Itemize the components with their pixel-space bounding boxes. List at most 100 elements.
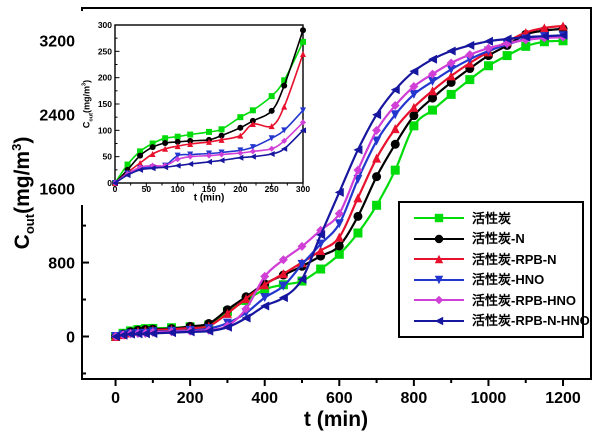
data-point-marker (446, 89, 456, 99)
data-point-marker (278, 269, 288, 279)
data-point-marker (237, 154, 244, 161)
data-point-marker (390, 165, 400, 175)
data-point-marker (334, 187, 344, 197)
data-point-marker (334, 209, 344, 219)
y-title-sub: out (22, 213, 38, 235)
svg-text:150: 150 (98, 99, 112, 109)
data-point-marker (268, 135, 275, 142)
data-point-marker (241, 313, 251, 323)
data-point-marker (218, 151, 225, 158)
data-point-marker (187, 153, 194, 160)
legend-item-label: 活性炭-HNO (472, 272, 545, 288)
y-title-end: ) (10, 136, 34, 144)
data-point-marker (249, 107, 256, 114)
svg-text:200: 200 (98, 73, 112, 83)
svg-text:0: 0 (66, 329, 75, 346)
data-point-marker (390, 110, 400, 120)
legend-item-rpb-n: 活性炭-RPB-N (413, 250, 582, 268)
svg-text:50: 50 (142, 184, 152, 194)
legend-swatch-svg (414, 214, 464, 223)
data-point-marker (237, 124, 244, 131)
data-point-marker (278, 255, 288, 265)
svg-text:50: 50 (103, 152, 113, 162)
data-point-marker (260, 280, 270, 290)
data-point-marker (185, 327, 195, 337)
data-point-marker (137, 159, 144, 166)
svg-text:250: 250 (265, 184, 279, 194)
data-point-marker (428, 54, 438, 64)
data-point-marker (353, 165, 363, 175)
data-point-marker (187, 137, 194, 144)
data-point-marker (390, 124, 400, 134)
data-point-marker (162, 164, 169, 171)
data-point-marker (260, 271, 270, 281)
data-point-marker (465, 75, 475, 85)
data-point-marker (268, 145, 275, 152)
legend-item-n: 活性炭-N (413, 230, 582, 248)
y-title-sup: 3 (8, 143, 24, 151)
data-point-marker (278, 281, 288, 291)
inset-y-title-base: C (81, 121, 92, 129)
data-point-marker (118, 330, 128, 340)
series-markers (112, 119, 306, 186)
data-point-marker (372, 136, 382, 146)
main-x-axis-title: t (min) (303, 408, 369, 431)
data-point-marker (206, 128, 212, 135)
inset-tick-labels: 0 50 100 150 200 250 300 0 50 100 150 200 250 300 (98, 20, 311, 194)
data-point-marker (140, 329, 150, 339)
data-point-marker (124, 161, 131, 168)
data-point-marker (334, 232, 344, 242)
legend-swatch-svg (414, 296, 464, 305)
data-point-marker (353, 211, 363, 221)
legend-swatch-svg (414, 316, 464, 325)
data-point-marker (218, 136, 225, 143)
data-point-marker (465, 54, 475, 64)
data-point-marker (237, 149, 244, 156)
data-point-marker (268, 151, 275, 158)
data-point-marker (483, 43, 493, 53)
svg-text:200: 200 (177, 390, 204, 407)
data-point-marker (334, 241, 344, 251)
data-point-marker (281, 103, 288, 110)
data-point-marker (409, 111, 419, 121)
data-point-marker (409, 89, 419, 99)
legend-item-hno: 活性炭-HNO (413, 271, 582, 289)
svg-text:0: 0 (113, 184, 118, 194)
svg-text:100: 100 (98, 125, 112, 135)
data-point-marker (390, 139, 400, 149)
data-point-marker (372, 172, 382, 182)
data-point-marker (521, 41, 531, 51)
data-point-marker (137, 152, 144, 159)
data-point-marker (162, 139, 169, 146)
inset-y-title-sub: out (88, 112, 95, 122)
legend-swatch-svg (414, 234, 464, 243)
data-point-marker (372, 125, 382, 135)
data-point-marker (206, 138, 212, 145)
data-point-marker (174, 143, 181, 150)
svg-text:300: 300 (296, 184, 310, 194)
data-point-marker (316, 264, 326, 274)
data-point-marker (249, 117, 256, 124)
main-y-axis-title: Cout(mg/m3) (9, 137, 37, 250)
data-point-marker (372, 200, 382, 210)
data-point-marker (558, 30, 568, 40)
data-point-marker (268, 93, 275, 100)
data-point-marker (502, 34, 512, 44)
data-point-marker (174, 156, 181, 163)
data-point-marker (137, 166, 144, 173)
svg-text:3200: 3200 (39, 34, 75, 51)
data-point-marker (137, 148, 144, 155)
data-point-marker (124, 172, 131, 179)
svg-text:300: 300 (98, 20, 112, 30)
data-point-marker (260, 301, 270, 311)
data-point-marker (281, 145, 288, 152)
data-point-marker (465, 50, 475, 60)
data-point-marker (133, 329, 143, 339)
legend-item-rpb-hno: 活性炭-RPB-HNO (413, 291, 582, 309)
data-point-marker (446, 71, 456, 81)
data-point-marker (281, 137, 288, 144)
data-point-marker (446, 64, 456, 74)
